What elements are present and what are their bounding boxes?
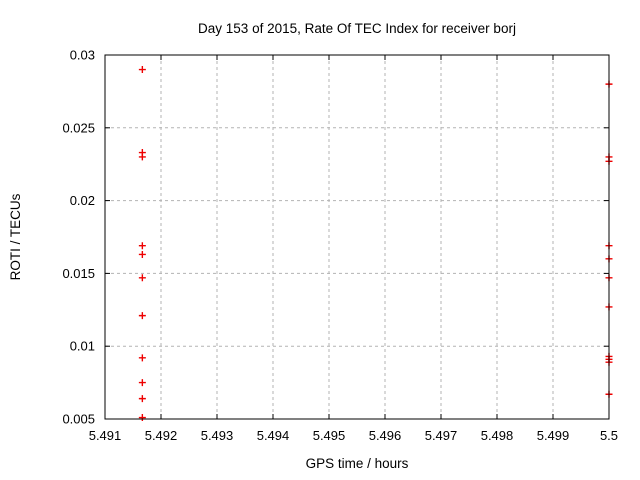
data-point [138, 153, 146, 161]
x-tick-label: 5.495 [313, 428, 346, 443]
y-tick-label: 0.025 [62, 120, 95, 135]
y-tick-label: 0.005 [62, 412, 95, 427]
y-tick-label: 0.015 [62, 266, 95, 281]
x-tick-label: 5.494 [257, 428, 290, 443]
plot-frame [104, 54, 610, 420]
data-point [138, 66, 146, 74]
data-point [138, 242, 146, 250]
x-tick-label: 5.497 [425, 428, 458, 443]
data-point [138, 395, 146, 403]
x-tick-label: 5.491 [89, 428, 122, 443]
y-axis-label: ROTI / TECUs [8, 193, 23, 281]
x-axis-label: GPS time / hours [305, 456, 409, 471]
x-tick-label: 5.499 [537, 428, 570, 443]
y-tick-label: 0.01 [70, 339, 95, 354]
data-point [138, 312, 146, 320]
data-point [138, 379, 146, 387]
x-tick-label: 5.5 [600, 428, 618, 443]
chart-title: Day 153 of 2015, Rate Of TEC Index for r… [198, 21, 516, 36]
data-point [138, 354, 146, 362]
x-tick-label: 5.496 [369, 428, 402, 443]
x-tick-label: 5.492 [145, 428, 178, 443]
data-point [138, 414, 146, 422]
y-tick-label: 0.03 [70, 48, 95, 63]
x-tick-label: 5.498 [481, 428, 514, 443]
x-tick-label: 5.493 [201, 428, 234, 443]
data-point [138, 274, 146, 282]
y-tick-label: 0.02 [70, 193, 95, 208]
data-point [138, 250, 146, 258]
